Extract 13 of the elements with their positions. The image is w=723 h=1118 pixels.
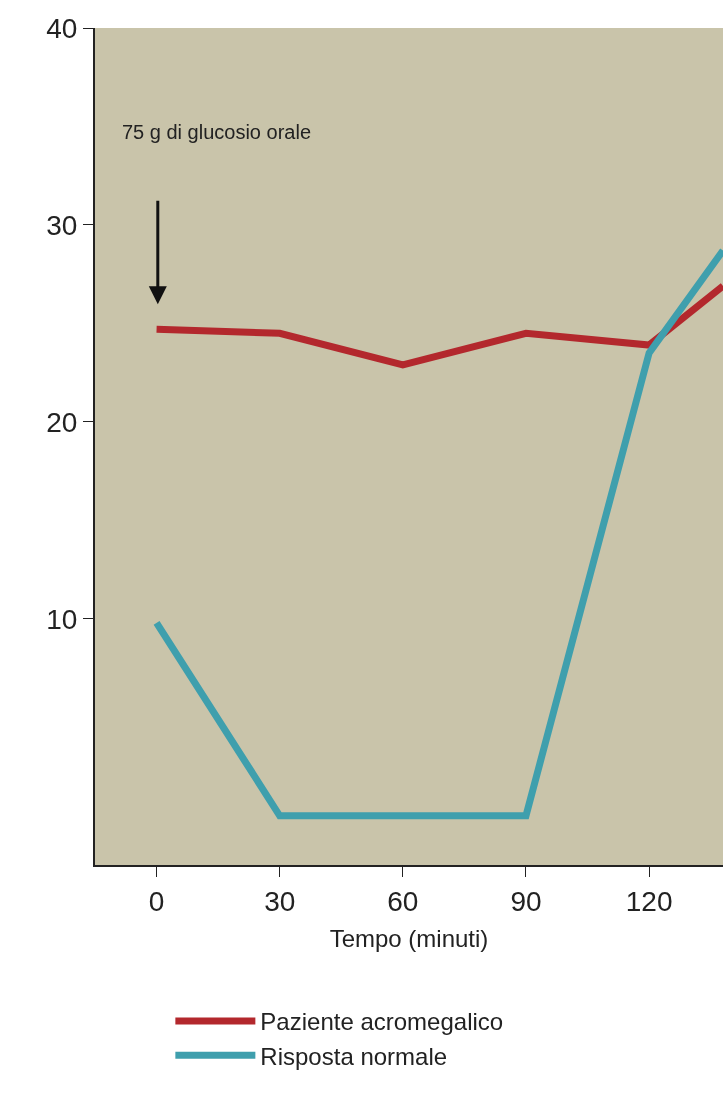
- y-tick-label: 20: [46, 406, 78, 438]
- x-tick-label: 120: [625, 885, 673, 917]
- y-tick-label: 40: [46, 12, 78, 44]
- x-tick-label: 30: [264, 885, 296, 917]
- legend-label: Paziente acromegalico: [260, 1008, 504, 1036]
- annotation: 75 g di glucosio orale: [122, 121, 312, 143]
- x-tick-label: 60: [387, 885, 419, 917]
- x-tick-label: 90: [510, 885, 542, 917]
- legend-label: Risposta normale: [260, 1042, 448, 1070]
- y-tick-label: 30: [46, 209, 78, 241]
- x-tick-label: 0: [148, 885, 165, 917]
- y-tick-label: 10: [46, 603, 78, 635]
- x-axis-title: Tempo (minuti): [329, 925, 489, 953]
